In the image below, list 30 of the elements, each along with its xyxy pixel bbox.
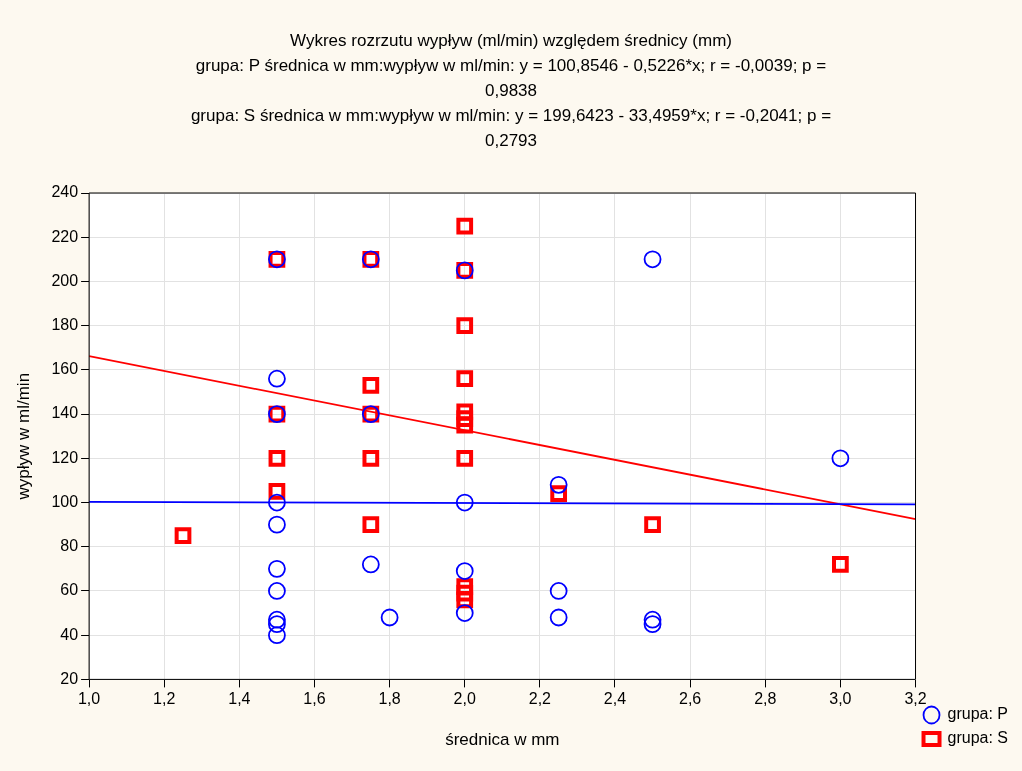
y-tick-label: 100: [51, 492, 79, 510]
y-axis-title: wypływ w ml/min: [13, 372, 33, 501]
x-tick-label: 1,6: [303, 690, 326, 708]
legend-label: grupa: P: [947, 705, 1008, 723]
y-tick-label: 240: [51, 183, 79, 201]
y-tick-label: 140: [51, 404, 79, 422]
y-tick-label: 160: [51, 360, 79, 378]
y-tick-label: 20: [60, 669, 79, 687]
x-tick-label: 2,4: [603, 690, 627, 708]
x-tick-label: 3,0: [829, 690, 852, 708]
y-tick-label: 180: [51, 316, 79, 334]
text: grupa: S średnica w mm:wypływ w ml/min: y = 199,6423 - 33,4959*x; r = -0,2041; p = 0,2793: [189, 105, 833, 152]
y-tick-label: 40: [60, 625, 79, 643]
legend-label: grupa: S: [947, 729, 1008, 747]
y-tick-label: 120: [51, 448, 79, 466]
x-tick-label: 2,8: [754, 690, 777, 708]
x-tick-label: 1,2: [153, 690, 176, 708]
x-tick-label: 2,6: [679, 690, 702, 708]
x-tick-label: 1,8: [378, 690, 401, 708]
x-tick-label: 1,4: [228, 690, 251, 708]
x-tick-label: 2,0: [453, 690, 476, 708]
chart-title: Wykres rozrzutu wypływ (ml/min) względem średnicy (mm): [289, 30, 733, 52]
x-axis-title: średnica w mm: [445, 730, 560, 750]
x-tick-label: 1,0: [77, 690, 101, 708]
x-tick-label: 3,2: [904, 690, 927, 708]
y-tick-label: 80: [60, 537, 79, 555]
y-tick-label: 220: [51, 227, 79, 245]
y-tick-label: 60: [60, 581, 79, 599]
x-tick-label: 2,2: [528, 690, 552, 708]
y-tick-label: 200: [51, 271, 79, 289]
